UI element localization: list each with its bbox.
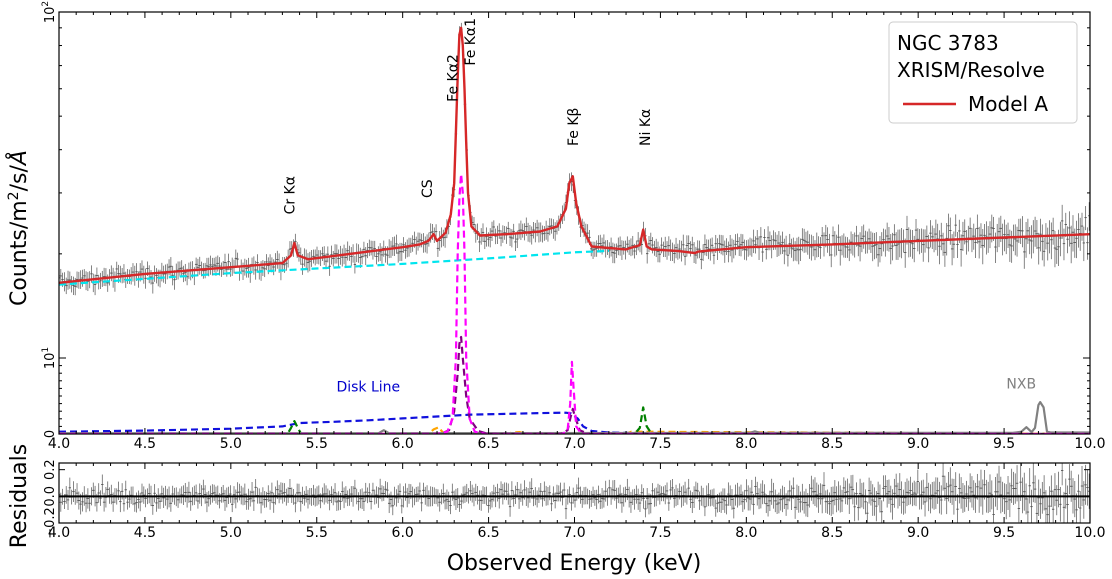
residuals-x-ticks: 4.0 4.5 5.0 5.5 6.0 6.5 7.0 7.5 8.0 8.5 9.0 9.5 10.0 — [48, 463, 1106, 541]
series-line-0 — [59, 26, 1090, 284]
y-tick-label: 102 — [41, 1, 58, 23]
residuals-panel: 4.0 4.5 5.0 5.5 6.0 6.5 7.0 7.5 8.0 8.5 9.0 9.5 10.0… — [7, 444, 1106, 576]
series-line-4 — [59, 411, 704, 434]
y-tick-label: 101 — [41, 347, 58, 369]
x-tick-label: 8.0 — [735, 436, 757, 452]
x-tick-label: 4.5 — [134, 525, 156, 541]
legend-title-line-2: XRISM/Resolve — [897, 58, 1045, 82]
annotation: Fe Kα1 — [463, 18, 479, 66]
annotation: NXB — [1006, 376, 1036, 392]
x-tick-label: 9.5 — [993, 436, 1015, 452]
x-tick-label: 8.0 — [735, 525, 757, 541]
legend: NGC 3783 XRISM/Resolve Model A — [888, 21, 1078, 124]
annotation: Cr Kα — [282, 176, 298, 214]
annotation: Disk Line — [336, 379, 400, 395]
series-line-3 — [59, 335, 1090, 434]
x-tick-label: 5.5 — [306, 436, 328, 452]
series-line-5 — [59, 406, 1090, 434]
x-tick-label: 7.0 — [563, 436, 585, 452]
x-tick-label: 9.0 — [907, 436, 929, 452]
x-tick-label: 4.0 — [48, 525, 70, 541]
annotation: Fe Kβ — [566, 108, 582, 146]
model-components — [59, 26, 1090, 434]
spectrum-y-axis-label: Counts/m2/s/Å — [5, 150, 32, 306]
series-line-1 — [59, 249, 609, 286]
x-tick-label: 4.0 — [48, 436, 70, 452]
x-tick-label: 4.5 — [134, 436, 156, 452]
annotation: Fe Kα2 — [446, 54, 462, 102]
x-tick-label: 6.0 — [392, 436, 414, 452]
residuals-y-axis-label: Residuals — [7, 444, 32, 548]
y-tick-label: 0.2 — [43, 459, 58, 480]
x-tick-label: 6.5 — [477, 525, 499, 541]
annotation: Ni Kα — [638, 109, 654, 146]
series-line-2 — [59, 173, 1090, 434]
x-tick-label: 10.0 — [1074, 436, 1105, 452]
x-tick-label: 5.0 — [220, 436, 242, 452]
x-tick-label: 10.0 — [1074, 525, 1105, 541]
x-tick-label: 6.0 — [392, 525, 414, 541]
legend-box — [888, 21, 1078, 124]
x-tick-label: 5.0 — [220, 525, 242, 541]
x-tick-label: 9.0 — [907, 525, 929, 541]
y-tick-label: 0 — [43, 430, 58, 438]
x-axis-label: Observed Energy (keV) — [447, 551, 702, 576]
x-tick-label: 7.0 — [563, 525, 585, 541]
x-tick-label: 7.5 — [649, 525, 671, 541]
spectrum-panel: 4.0 4.5 5.0 5.5 6.0 6.5 7.0 7.5 8.0 8.5 9.0 9.5 10.0… — [5, 1, 1106, 452]
series-line-6 — [59, 426, 1090, 434]
legend-title-line-1: NGC 3783 — [897, 31, 999, 55]
x-tick-label: 8.5 — [821, 436, 843, 452]
x-tick-label: 8.5 — [821, 525, 843, 541]
x-tick-label: 5.5 — [306, 525, 328, 541]
residuals-y-ticks: −0.20.0 0.2 — [43, 459, 1090, 539]
x-tick-label: 6.5 — [477, 436, 499, 452]
spectrum-y-ticks: 0 101 102 — [41, 1, 1090, 438]
spectrum-x-ticks: 4.0 4.5 5.0 5.5 6.0 6.5 7.0 7.5 8.0 8.5 9.0 9.5 10.0 — [48, 12, 1106, 452]
annotation: CS — [420, 179, 436, 198]
x-tick-label: 9.5 — [993, 525, 1015, 541]
y-tick-label: 0.0 — [43, 486, 58, 507]
y-tick-label: −0.2 — [43, 507, 58, 539]
legend-label-model-a: Model A — [968, 92, 1048, 116]
x-tick-label: 7.5 — [649, 436, 671, 452]
